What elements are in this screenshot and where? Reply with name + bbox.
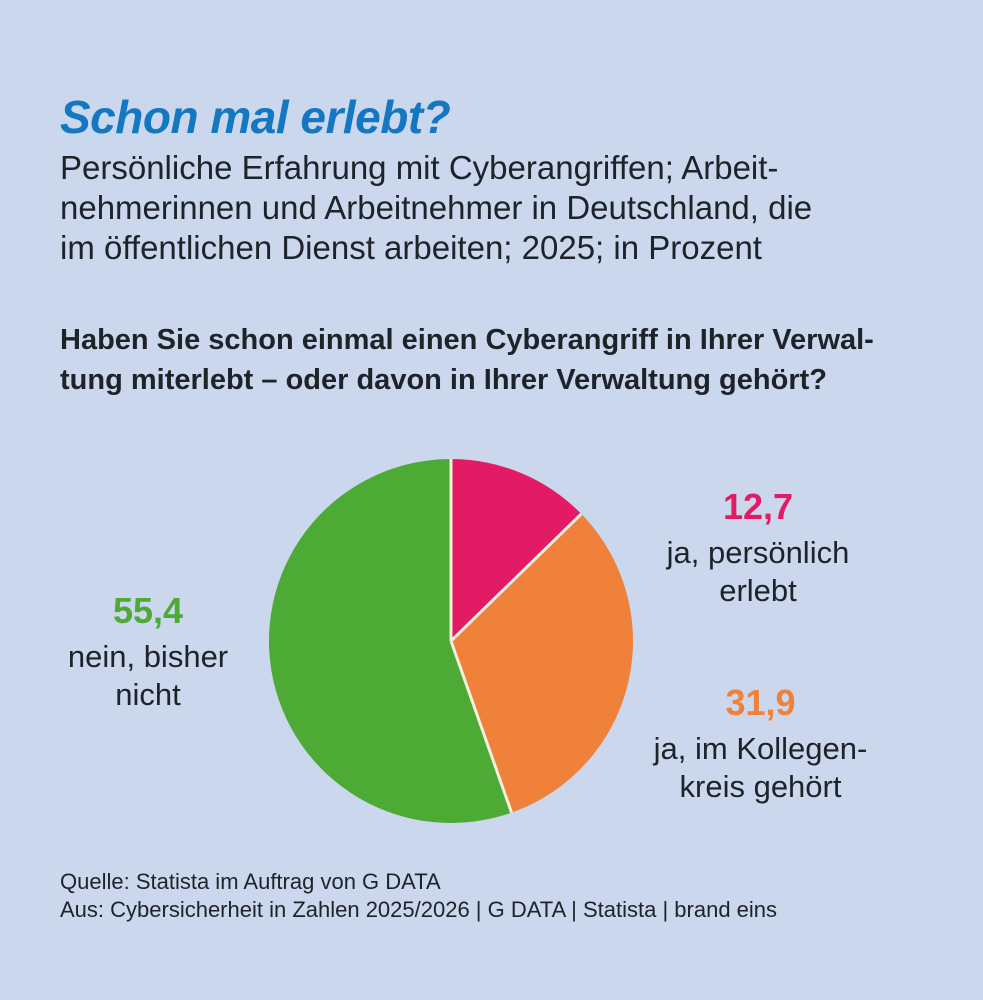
page-title: Schon mal erlebt? xyxy=(60,91,451,143)
slice-callout-kollegenkreis: 31,9 ja, im Kollegen- kreis gehört xyxy=(638,682,883,806)
slice-label-nein: nein, bisher nicht xyxy=(67,639,229,712)
pie-slice xyxy=(451,459,582,641)
slice-label-kollegenkreis: ja, im Kollegen- kreis gehört xyxy=(653,731,868,804)
chart-subtitle: Persönliche Erfahrung mit Cyberangriffen… xyxy=(60,149,813,266)
slice-value-kollegenkreis: 31,9 xyxy=(725,682,796,723)
slice-callout-nein: 55,4 nein, bisher nicht xyxy=(38,590,258,714)
pie-slice xyxy=(451,513,633,813)
slice-value-nein: 55,4 xyxy=(112,590,184,631)
source-note: Quelle: Statista im Auftrag von G DATA A… xyxy=(60,868,777,924)
survey-question: Haben Sie schon einmal einen Cyberangrif… xyxy=(60,324,874,396)
source-line-1: Quelle: Statista im Auftrag von G DATA xyxy=(60,869,441,894)
source-line-2: Aus: Cybersicherheit in Zahlen 2025/2026… xyxy=(60,897,778,922)
slice-value-persoenlich: 12,7 xyxy=(722,486,794,527)
pie-slice-separator xyxy=(449,512,583,643)
pie-slice-separator xyxy=(449,640,513,814)
slice-callout-persoenlich: 12,7 ja, persönlich erlebt xyxy=(638,486,878,610)
slice-label-persoenlich: ja, persönlich erlebt xyxy=(666,535,850,608)
